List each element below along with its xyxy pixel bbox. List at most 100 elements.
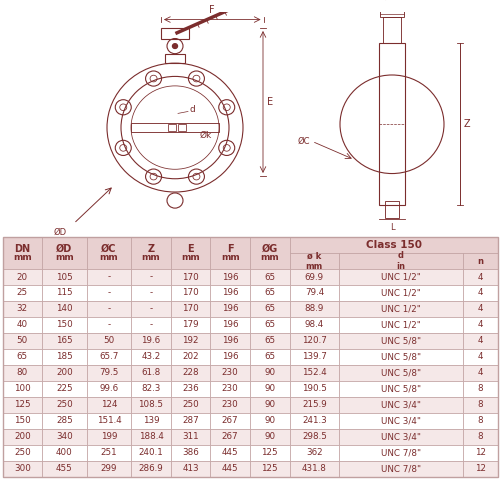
Text: 125: 125 bbox=[262, 464, 278, 473]
Bar bbox=[463, 397, 498, 413]
Bar bbox=[131, 269, 171, 285]
Text: UNC 5/8": UNC 5/8" bbox=[381, 368, 421, 377]
Text: 250: 250 bbox=[182, 400, 199, 409]
Text: 228: 228 bbox=[182, 368, 199, 377]
Bar bbox=[171, 349, 210, 365]
Bar bbox=[86, 301, 131, 317]
Text: 230: 230 bbox=[222, 400, 238, 409]
Bar bbox=[131, 461, 171, 477]
Text: 386: 386 bbox=[182, 448, 199, 457]
Text: 250: 250 bbox=[14, 448, 30, 457]
Text: 8: 8 bbox=[478, 384, 483, 393]
Text: 4: 4 bbox=[478, 353, 483, 361]
Text: ØD: ØD bbox=[54, 228, 67, 237]
Text: UNC 3/4": UNC 3/4" bbox=[381, 432, 421, 441]
Text: 4: 4 bbox=[478, 368, 483, 377]
Text: 250: 250 bbox=[56, 400, 73, 409]
Text: 82.3: 82.3 bbox=[142, 384, 161, 393]
Bar bbox=[42, 349, 86, 365]
Text: 170: 170 bbox=[182, 288, 199, 297]
Text: Z: Z bbox=[148, 244, 154, 254]
Text: 90: 90 bbox=[264, 400, 276, 409]
Text: mm: mm bbox=[221, 252, 240, 262]
Bar bbox=[339, 461, 463, 477]
Text: 192: 192 bbox=[182, 336, 199, 345]
Bar bbox=[42, 237, 86, 269]
Bar bbox=[171, 429, 210, 445]
Bar bbox=[2, 349, 42, 365]
Text: E: E bbox=[267, 97, 273, 107]
Bar bbox=[250, 429, 290, 445]
Text: 196: 196 bbox=[222, 288, 238, 297]
Bar bbox=[2, 301, 42, 317]
Bar bbox=[210, 333, 250, 349]
Text: 120.7: 120.7 bbox=[302, 336, 327, 345]
Bar bbox=[171, 269, 210, 285]
Text: UNC 1/2": UNC 1/2" bbox=[381, 320, 421, 330]
Bar bbox=[2, 381, 42, 397]
Text: 196: 196 bbox=[222, 320, 238, 330]
Text: UNC 3/4": UNC 3/4" bbox=[381, 400, 421, 409]
Bar bbox=[250, 413, 290, 429]
Text: ØC: ØC bbox=[101, 244, 116, 254]
Text: 65: 65 bbox=[264, 305, 276, 313]
Bar bbox=[339, 381, 463, 397]
Text: 8: 8 bbox=[478, 416, 483, 425]
Text: 4: 4 bbox=[478, 273, 483, 282]
Text: 125: 125 bbox=[14, 400, 30, 409]
Text: 150: 150 bbox=[56, 320, 73, 330]
Text: 25: 25 bbox=[16, 288, 28, 297]
Text: 267: 267 bbox=[222, 416, 238, 425]
Bar bbox=[171, 445, 210, 461]
Bar bbox=[463, 365, 498, 381]
Text: 4: 4 bbox=[478, 288, 483, 297]
Text: 69.9: 69.9 bbox=[305, 273, 324, 282]
Bar bbox=[2, 461, 42, 477]
Text: 241.3: 241.3 bbox=[302, 416, 326, 425]
Bar bbox=[171, 461, 210, 477]
Text: 445: 445 bbox=[222, 448, 238, 457]
Bar bbox=[290, 285, 339, 301]
Bar bbox=[339, 445, 463, 461]
Text: ØD: ØD bbox=[56, 244, 72, 254]
Bar bbox=[385, 201, 399, 217]
Text: 170: 170 bbox=[182, 305, 199, 313]
Text: ØG: ØG bbox=[384, 0, 400, 1]
Bar bbox=[290, 301, 339, 317]
Bar bbox=[250, 365, 290, 381]
Text: 139: 139 bbox=[142, 416, 160, 425]
Text: -: - bbox=[108, 320, 110, 330]
Text: 230: 230 bbox=[222, 384, 238, 393]
Text: mm: mm bbox=[100, 252, 118, 262]
Bar bbox=[290, 397, 339, 413]
Bar bbox=[463, 253, 498, 269]
Bar bbox=[42, 429, 86, 445]
Text: 299: 299 bbox=[100, 464, 117, 473]
Bar bbox=[2, 413, 42, 429]
Bar bbox=[250, 461, 290, 477]
Text: 196: 196 bbox=[222, 273, 238, 282]
Bar bbox=[86, 413, 131, 429]
Bar bbox=[463, 429, 498, 445]
Bar bbox=[339, 269, 463, 285]
Text: 90: 90 bbox=[264, 384, 276, 393]
Bar bbox=[171, 333, 210, 349]
Bar bbox=[131, 237, 171, 269]
Text: -: - bbox=[108, 288, 110, 297]
Bar bbox=[171, 365, 210, 381]
Text: 65: 65 bbox=[264, 353, 276, 361]
Text: -: - bbox=[150, 273, 152, 282]
Bar bbox=[210, 413, 250, 429]
Bar bbox=[463, 413, 498, 429]
Bar bbox=[339, 253, 463, 269]
Bar bbox=[380, 8, 404, 17]
Bar bbox=[250, 381, 290, 397]
Bar bbox=[339, 317, 463, 333]
Text: شیر پروانه ای بدون فلنچ انتهای خط اهرمی—لاگ: شیر پروانه ای بدون فلنچ انتهای خط اهرمی—… bbox=[200, 5, 485, 17]
Bar bbox=[86, 285, 131, 301]
Text: 20: 20 bbox=[16, 273, 28, 282]
Text: 431.8: 431.8 bbox=[302, 464, 327, 473]
Text: 12: 12 bbox=[474, 464, 486, 473]
Bar bbox=[339, 365, 463, 381]
Bar bbox=[339, 333, 463, 349]
